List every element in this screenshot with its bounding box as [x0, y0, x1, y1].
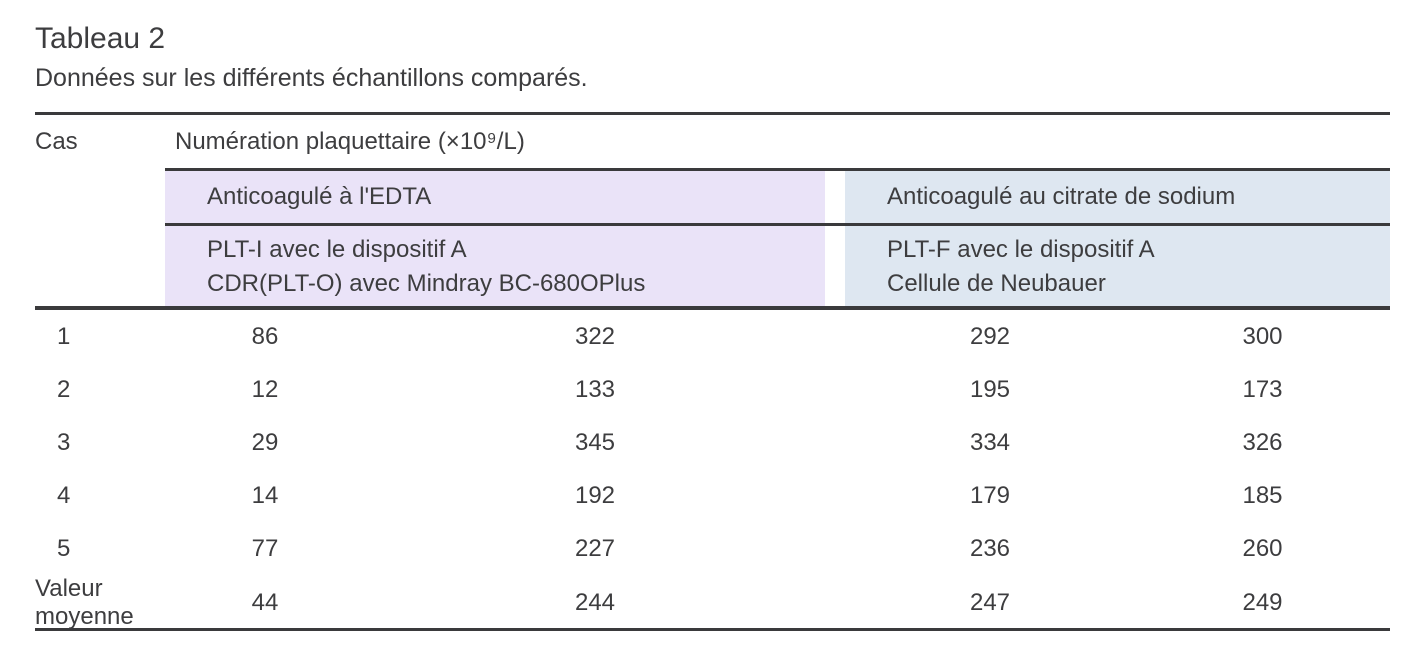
table-row: 2 12 133 195 173 — [35, 363, 1390, 416]
cell-plt-f: 292 — [969, 322, 1011, 350]
data-table: Cas Numération plaquettaire (×10⁹/L) Ant… — [35, 112, 1390, 631]
column-gap — [825, 171, 845, 223]
column-gap — [825, 226, 845, 306]
citrate-method-line2: Cellule de Neubauer — [887, 270, 1106, 297]
citrate-header-cell: Anticoagulé au citrate de sodium — [845, 171, 1390, 223]
cell-plt-f: 247 — [969, 589, 1011, 616]
cell-cas: 2 — [57, 375, 71, 403]
cas-column-spacer — [35, 226, 165, 306]
cell-plt-i: 77 — [251, 534, 279, 562]
table-row: 1 86 322 292 300 — [35, 310, 1390, 363]
cell-plt-i: 86 — [251, 322, 279, 350]
cell-neubauer: 249 — [1242, 589, 1283, 616]
edta-method-line1: PLT-I avec le dispositif A — [207, 236, 467, 263]
table-label: Tableau 2 — [35, 22, 166, 55]
column-header-cas: Cas — [35, 127, 78, 155]
rule-bottom — [35, 628, 1390, 631]
cell-cas: 1 — [57, 322, 71, 350]
table-row: 4 14 192 179 185 — [35, 469, 1390, 522]
cell-cdr-plt-o: 345 — [574, 428, 616, 456]
edta-header-label: Anticoagulé à l'EDTA — [207, 183, 432, 210]
column-header-platelet-count: Numération plaquettaire (×10⁹/L) — [175, 127, 525, 155]
cell-plt-f: 334 — [969, 428, 1011, 456]
citrate-method-line1: PLT-F avec le dispositif A — [887, 236, 1155, 263]
citrate-header-label: Anticoagulé au citrate de sodium — [887, 183, 1236, 210]
cell-cdr-plt-o: 133 — [574, 375, 616, 403]
cell-cdr-plt-o: 192 — [574, 481, 616, 509]
cell-plt-i: 44 — [251, 589, 279, 616]
edta-method-line2: CDR(PLT-O) avec Mindray BC-680OPlus — [207, 270, 646, 297]
cell-cas: 3 — [57, 428, 71, 456]
cell-plt-f: 236 — [969, 534, 1011, 562]
anticoagulant-header-band: Anticoagulé à l'EDTA Anticoagulé au citr… — [35, 171, 1390, 223]
edta-method-cell: PLT-I avec le dispositif A CDR(PLT-O) av… — [165, 226, 825, 306]
cell-cdr-plt-o: 244 — [574, 589, 616, 616]
edta-header-cell: Anticoagulé à l'EDTA — [165, 171, 825, 223]
cell-neubauer: 300 — [1242, 322, 1283, 350]
cell-plt-f: 195 — [969, 375, 1011, 403]
cell-cdr-plt-o: 227 — [574, 534, 616, 562]
cell-cas: Valeur moyenne — [35, 575, 134, 630]
rule-under-group-header — [165, 168, 1390, 171]
cell-neubauer: 260 — [1242, 534, 1283, 562]
rule-under-anticoagulant-band — [165, 223, 1390, 226]
table-row: 5 77 227 236 260 — [35, 522, 1390, 575]
header-row: Cas Numération plaquettaire (×10⁹/L) — [35, 115, 1390, 168]
cell-plt-i: 14 — [251, 481, 279, 509]
cas-column-spacer — [35, 171, 165, 223]
cell-plt-i: 29 — [251, 428, 279, 456]
cell-neubauer: 326 — [1242, 428, 1283, 456]
cell-plt-i: 12 — [251, 375, 279, 403]
table-caption: Données sur les différents échantillons … — [35, 64, 588, 92]
rule-top — [35, 112, 1390, 115]
table-row: 3 29 345 334 326 — [35, 416, 1390, 469]
cell-cas: 4 — [57, 481, 71, 509]
cell-cas: 5 — [57, 534, 71, 562]
method-header-band: PLT-I avec le dispositif A CDR(PLT-O) av… — [35, 226, 1390, 306]
table-body: 1 86 322 292 300 2 12 133 195 173 3 29 3… — [35, 310, 1390, 631]
cell-neubauer: 173 — [1242, 375, 1283, 403]
cell-neubauer: 185 — [1242, 481, 1283, 509]
table-row-mean: Valeur moyenne 44 244 247 249 — [35, 575, 1390, 630]
cell-cdr-plt-o: 322 — [574, 322, 616, 350]
rule-above-body — [35, 306, 1390, 310]
cell-plt-f: 179 — [969, 481, 1011, 509]
citrate-method-cell: PLT-F avec le dispositif A Cellule de Ne… — [845, 226, 1390, 306]
